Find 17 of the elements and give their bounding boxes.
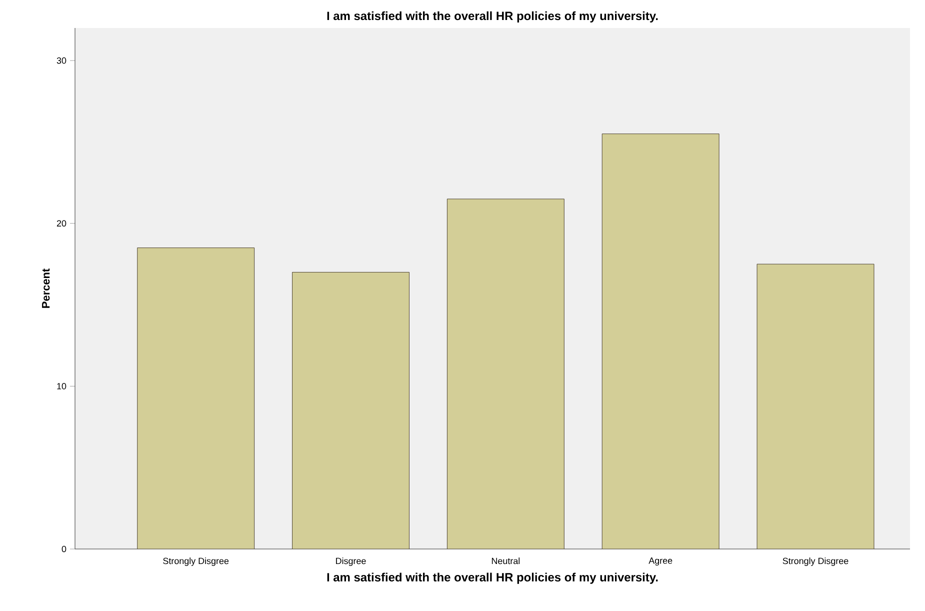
chart-title: I am satisfied with the overall HR policies of my university.	[327, 11, 658, 23]
y-axis-title: Percent	[42, 268, 50, 308]
x-axis-title: I am satisfied with the overall HR policies of my university.	[327, 572, 658, 584]
y-tick-label: 20	[56, 220, 66, 227]
bar	[602, 134, 720, 549]
y-tick-label: 10	[57, 383, 66, 390]
bar	[756, 264, 874, 549]
x-tick-label: Agree	[648, 558, 672, 566]
x-tick-label: Neutral	[492, 558, 520, 564]
x-tick-label: Disgree	[336, 558, 366, 566]
bar	[446, 198, 564, 549]
bar	[292, 272, 410, 549]
x-tick-label: Strongly Disgree	[782, 558, 848, 566]
x-tick-label: Strongly Disgree	[163, 558, 229, 566]
bar	[137, 248, 255, 549]
y-tick-label: 0	[62, 546, 66, 552]
y-tick-label: 30	[56, 57, 66, 64]
